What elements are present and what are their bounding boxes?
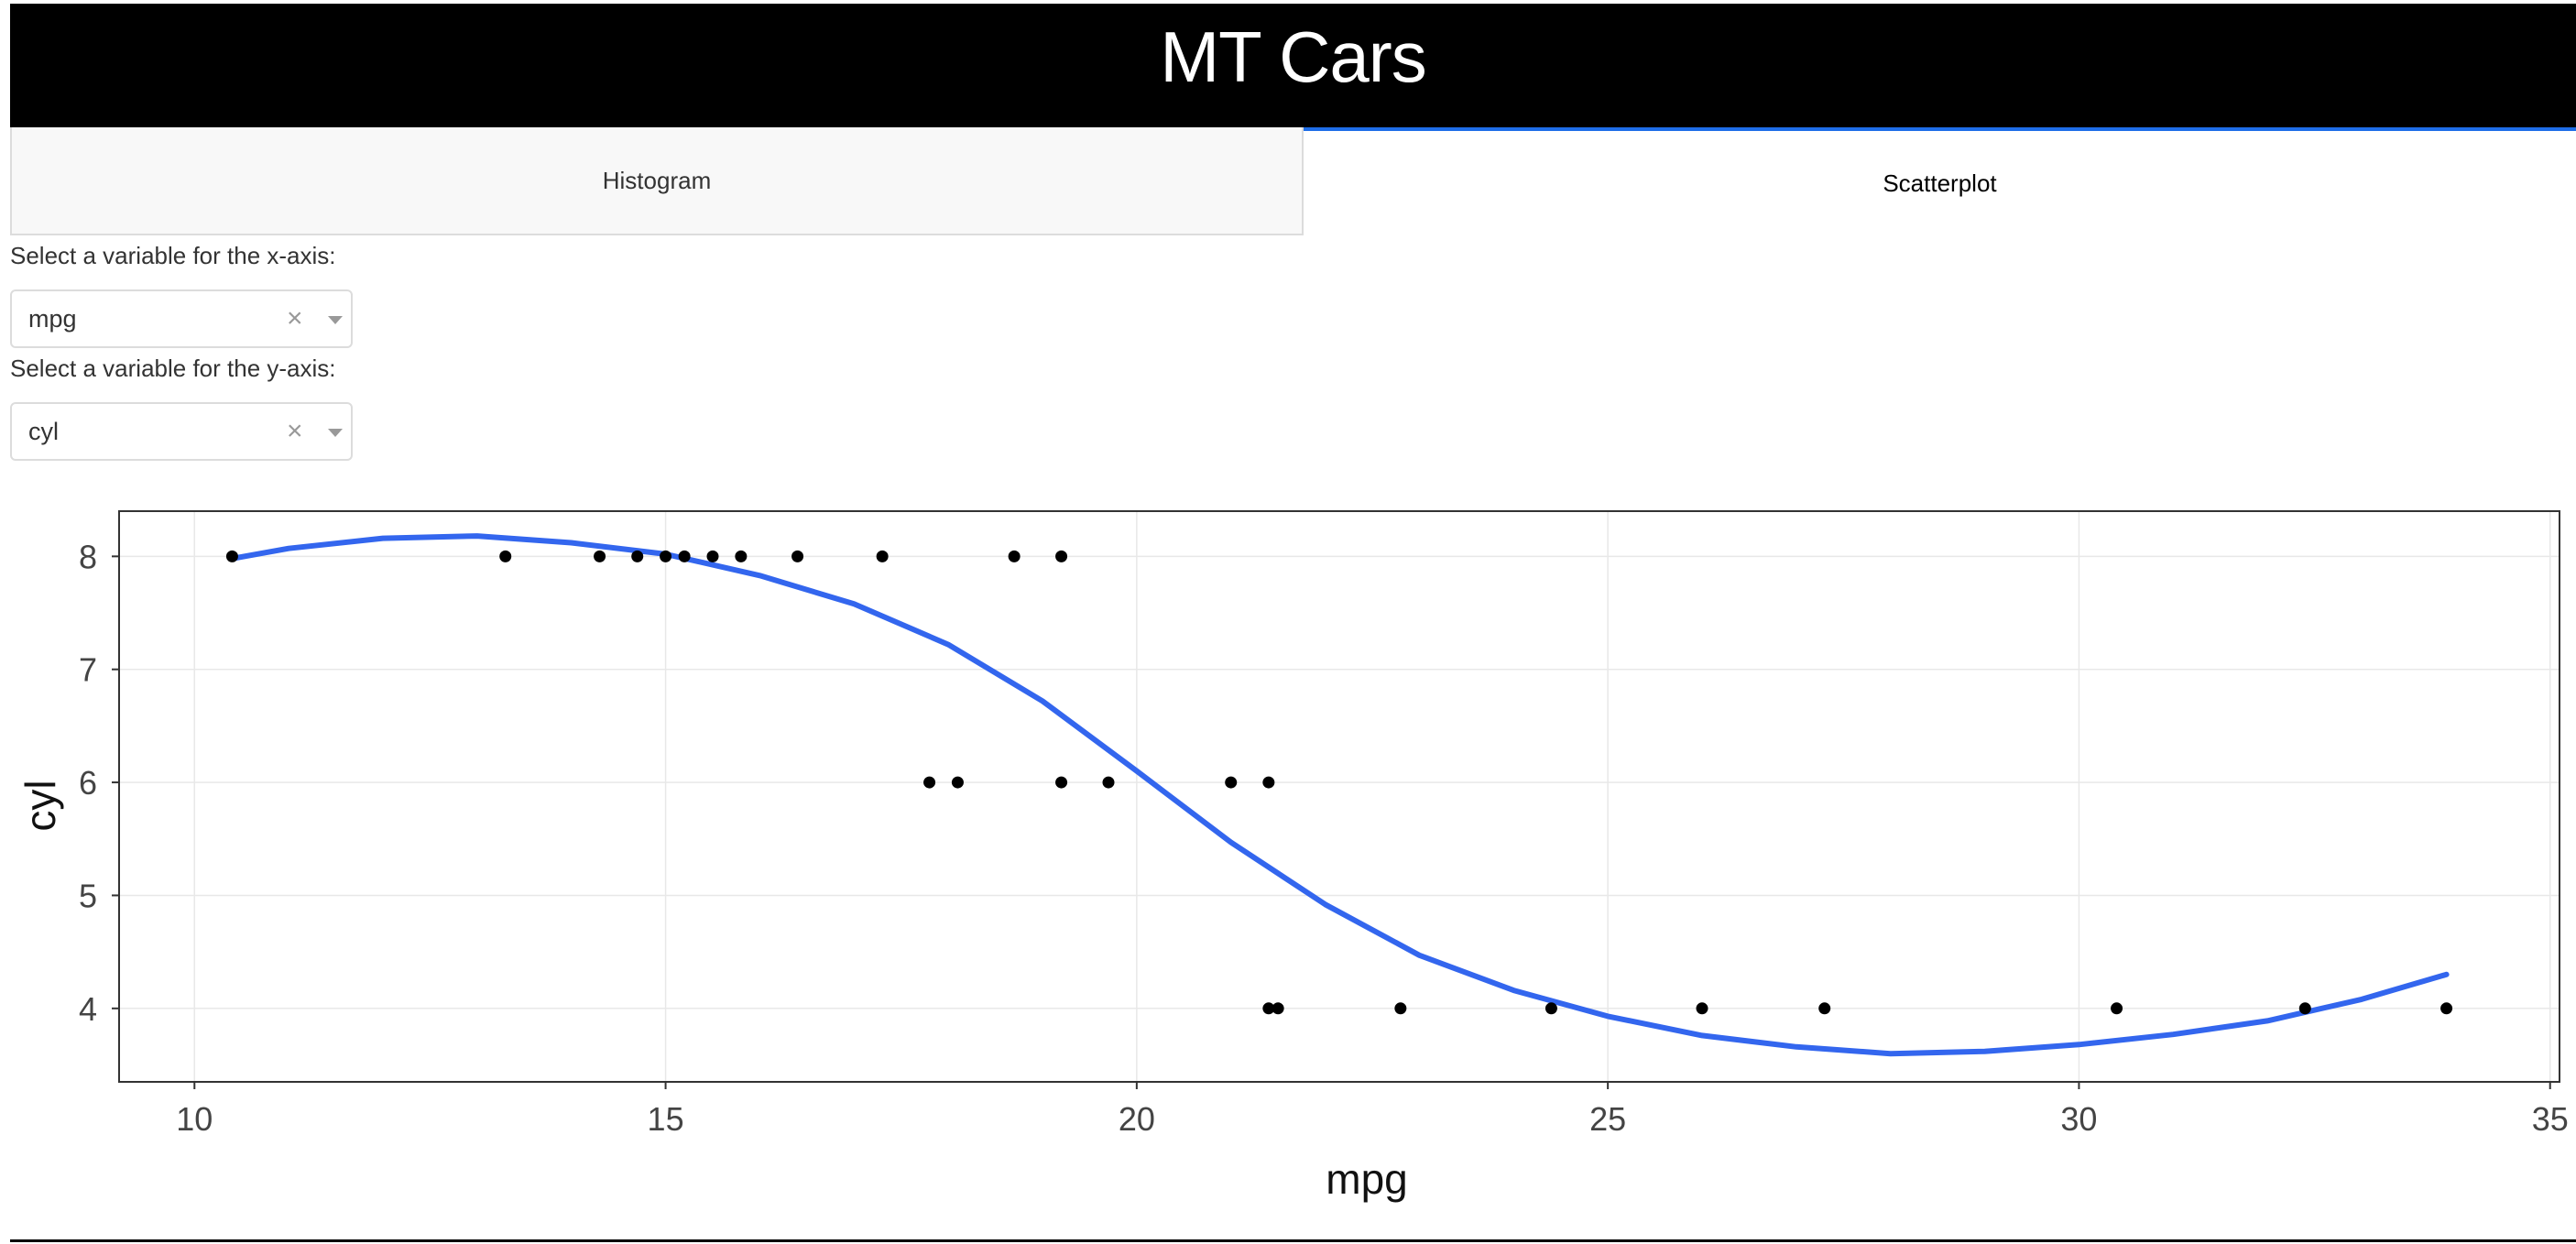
x-axis-select[interactable]: mpg ×	[10, 289, 353, 348]
app-header: MT Cars	[10, 4, 2576, 127]
page-title: MT Cars	[1160, 16, 1427, 97]
data-point	[1262, 776, 1275, 789]
x-tick-label: 15	[648, 1100, 684, 1138]
bottom-divider	[10, 1239, 2576, 1242]
data-point	[735, 550, 748, 562]
y-axis-clear-icon[interactable]: ×	[287, 416, 303, 446]
data-point	[1696, 1002, 1708, 1015]
data-point	[594, 550, 606, 562]
y-tick-label: 6	[79, 764, 97, 802]
data-point	[1272, 1002, 1284, 1015]
data-point	[876, 550, 889, 562]
smooth-trend-line	[229, 533, 2450, 1057]
data-point	[951, 776, 964, 789]
data-point	[499, 550, 512, 562]
x-axis-label: mpg	[1326, 1155, 1407, 1203]
data-point	[631, 550, 644, 562]
data-point	[791, 550, 804, 562]
x-tick-label: 25	[1589, 1100, 1626, 1138]
x-axis-clear-icon[interactable]: ×	[287, 303, 303, 333]
data-point	[1262, 1002, 1275, 1015]
data-point	[1225, 776, 1238, 789]
data-point	[1102, 776, 1115, 789]
plot-border	[118, 510, 2560, 1083]
y-tick-label: 5	[79, 877, 97, 914]
y-tick-label: 4	[79, 990, 97, 1028]
data-point	[225, 550, 238, 562]
y-tick-label: 8	[79, 538, 97, 575]
y-axis-select-value: cyl	[28, 418, 59, 445]
x-axis-chevron-down-icon[interactable]	[328, 316, 343, 324]
data-point	[678, 550, 691, 562]
data-point	[1055, 550, 1068, 562]
data-point	[1008, 550, 1021, 562]
x-tick-label: 20	[1119, 1100, 1155, 1138]
x-axis-select-label: Select a variable for the x-axis:	[10, 242, 336, 269]
tab-histogram-label: Histogram	[602, 166, 712, 194]
data-point	[2440, 1002, 2453, 1015]
y-axis-select-label: Select a variable for the y-axis:	[10, 355, 336, 382]
scatterplot-chart: 10 15 20 25 30 35 4 5 6 7 8 mpg cyl	[16, 510, 2569, 1203]
x-axis-select-value: mpg	[28, 305, 77, 333]
y-axis-select[interactable]: cyl ×	[10, 402, 353, 461]
x-tick-label: 30	[2060, 1100, 2097, 1138]
tab-scatterplot[interactable]: Scatterplot	[1304, 127, 2576, 235]
y-axis-label: cyl	[16, 780, 64, 831]
x-tick-label: 10	[176, 1100, 213, 1138]
data-point	[1818, 1002, 1831, 1015]
data-point	[706, 550, 719, 562]
y-axis-chevron-down-icon[interactable]	[328, 429, 343, 437]
tab-histogram[interactable]: Histogram	[10, 127, 1304, 235]
data-point	[1055, 776, 1068, 789]
data-point	[1545, 1002, 1557, 1015]
data-point	[2111, 1002, 2123, 1015]
data-point	[1394, 1002, 1407, 1015]
data-point	[2298, 1002, 2311, 1015]
tab-scatterplot-label: Scatterplot	[1883, 169, 1997, 197]
y-tick-label: 7	[79, 651, 97, 689]
x-tick-label: 35	[2532, 1100, 2569, 1138]
data-point	[660, 550, 672, 562]
data-point	[923, 776, 936, 789]
